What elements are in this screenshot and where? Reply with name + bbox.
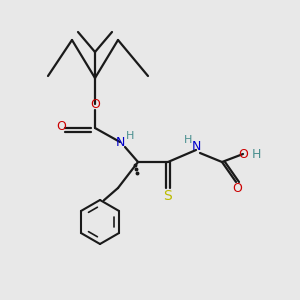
Text: N: N (191, 140, 201, 152)
Text: H: H (184, 135, 192, 145)
Text: H: H (251, 148, 261, 160)
Text: S: S (164, 189, 172, 203)
Text: O: O (238, 148, 248, 160)
Text: O: O (56, 121, 66, 134)
Text: H: H (126, 131, 134, 141)
Text: N: N (115, 136, 125, 148)
Text: O: O (232, 182, 242, 196)
Text: O: O (90, 98, 100, 110)
